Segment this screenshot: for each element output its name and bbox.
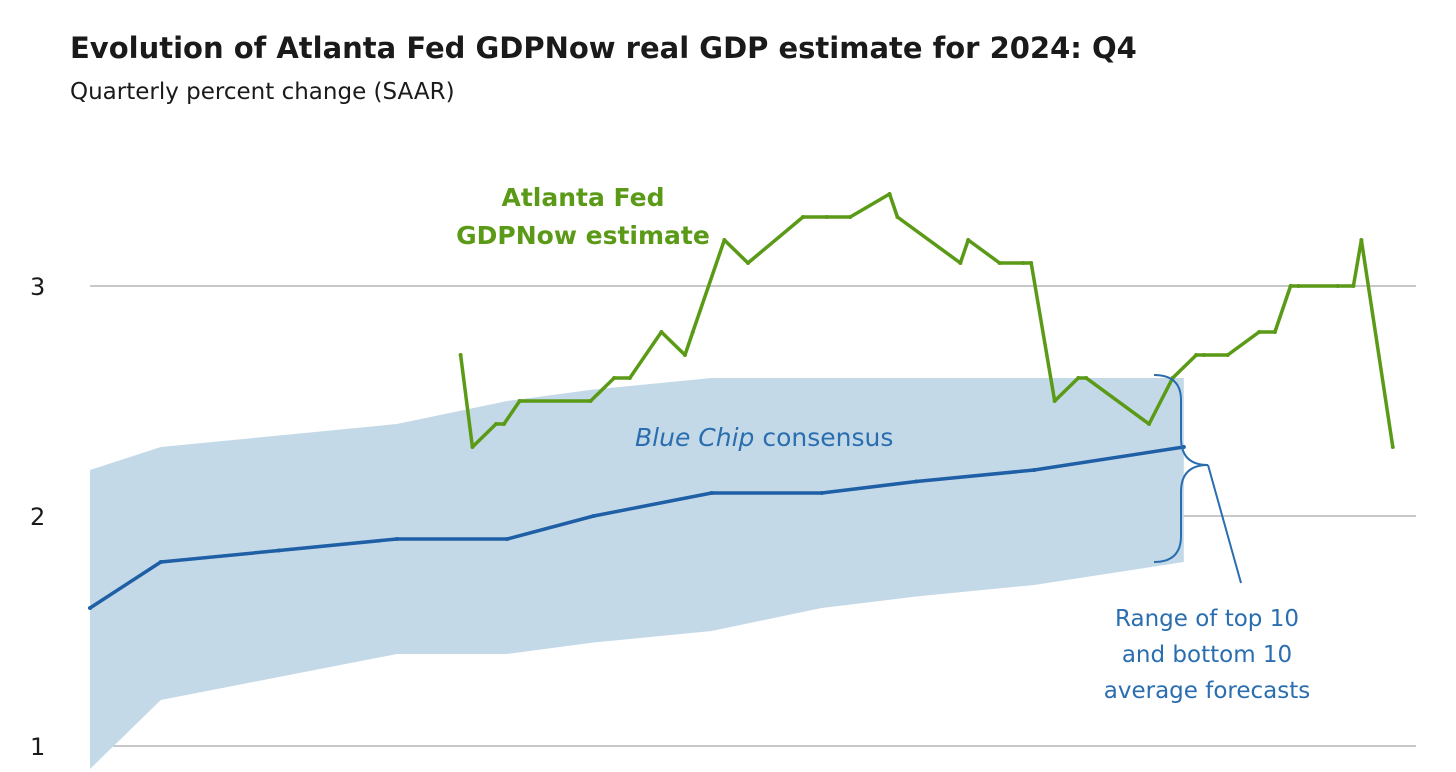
gdpnow-point bbox=[887, 192, 892, 196]
consensus-point bbox=[88, 606, 92, 610]
range-annotation-line2: and bottom 10 bbox=[1122, 642, 1292, 668]
gdpnow-point bbox=[1084, 376, 1089, 380]
gdpnow-point bbox=[690, 330, 695, 334]
gdpnow-point bbox=[848, 215, 853, 219]
gdpnow-series-label-line1: Atlanta Fed bbox=[502, 183, 665, 212]
gdpnow-point bbox=[1076, 376, 1081, 380]
gdpnow-point bbox=[1257, 330, 1262, 334]
gdpnow-point bbox=[1225, 353, 1230, 357]
gdpnow-point bbox=[1335, 284, 1340, 288]
range-leader-line bbox=[1207, 464, 1242, 584]
gdpnow-point bbox=[1390, 445, 1395, 449]
data-points bbox=[88, 192, 1395, 610]
consensus-point bbox=[505, 537, 510, 541]
gdpnow-point bbox=[824, 215, 829, 219]
gdpnow-point bbox=[745, 261, 750, 265]
range-annotation-line3: average forecasts bbox=[1104, 678, 1310, 704]
gdpnow-point bbox=[612, 376, 617, 380]
y-tick-label-2: 2 bbox=[30, 503, 45, 531]
gdpnow-point bbox=[1359, 238, 1364, 242]
consensus-point bbox=[709, 491, 714, 495]
gdpnow-point bbox=[966, 238, 971, 242]
consensus-point bbox=[394, 537, 399, 541]
gdpnow-point bbox=[1021, 261, 1026, 265]
gdpnow-point bbox=[501, 422, 506, 426]
gdpnow-point bbox=[659, 330, 664, 334]
gdpnow-point bbox=[1296, 284, 1301, 288]
gdpnow-point bbox=[682, 353, 687, 357]
gdpnow-point bbox=[1272, 330, 1277, 334]
gdpnow-point bbox=[997, 261, 1002, 265]
y-tick-label-1: 1 bbox=[30, 733, 45, 761]
gdpnow-point bbox=[494, 422, 499, 426]
gdpnow-point bbox=[470, 445, 475, 449]
gdpnow-point bbox=[1288, 284, 1293, 288]
gdpnow-point bbox=[1351, 284, 1356, 288]
consensus-label-italic: Blue Chip bbox=[635, 423, 754, 452]
gdpnow-point bbox=[722, 238, 727, 242]
gdpnow-point bbox=[1029, 261, 1034, 265]
chart-subtitle: Quarterly percent change (SAAR) bbox=[70, 79, 455, 105]
range-annotation-line1: Range of top 10 bbox=[1115, 606, 1299, 632]
gdpnow-point bbox=[895, 215, 900, 219]
consensus-point bbox=[819, 491, 824, 495]
consensus-point bbox=[276, 548, 281, 553]
gdpnow-point bbox=[958, 261, 963, 265]
gdpnow-point bbox=[458, 353, 463, 357]
gdpnow-point bbox=[588, 399, 593, 403]
y-axis-ticks: 1 2 3 bbox=[30, 273, 45, 761]
consensus-series-label: Blue Chip consensus bbox=[635, 423, 893, 452]
y-tick-label-3: 3 bbox=[30, 273, 45, 301]
gdpnow-point bbox=[1194, 353, 1199, 357]
gdpnow-point bbox=[1202, 353, 1207, 357]
gdpnow-point bbox=[800, 215, 805, 219]
gdpnow-point bbox=[1147, 422, 1152, 426]
gdpnow-point bbox=[627, 376, 632, 380]
gdpnow-point bbox=[517, 399, 522, 403]
consensus-point bbox=[1032, 468, 1037, 472]
consensus-point bbox=[591, 514, 596, 518]
chart-title: Evolution of Atlanta Fed GDPNow real GDP… bbox=[70, 31, 1137, 65]
consensus-point bbox=[914, 479, 919, 484]
forecast-range-band bbox=[90, 378, 1184, 769]
consensus-point bbox=[158, 560, 163, 564]
gdpnow-point bbox=[1052, 399, 1057, 403]
consensus-label-rest: consensus bbox=[754, 423, 893, 452]
gdpnow-series-label-line2: GDPNow estimate bbox=[456, 221, 710, 250]
